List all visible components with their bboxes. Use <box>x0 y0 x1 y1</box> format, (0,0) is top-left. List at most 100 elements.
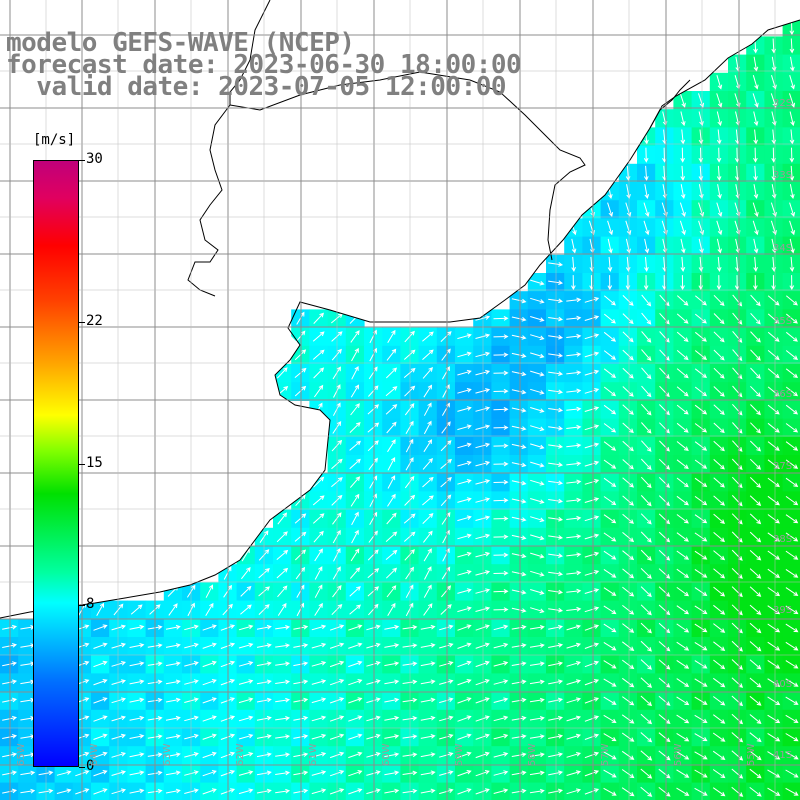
wind-arrow <box>20 788 36 794</box>
wind-arrow <box>713 495 725 506</box>
wind-arrow <box>386 585 397 598</box>
wind-arrow <box>332 366 341 380</box>
wind-arrow <box>493 425 509 430</box>
wind-arrow <box>676 605 690 615</box>
wind-arrow <box>584 660 600 668</box>
wind-arrow <box>530 279 545 286</box>
wind-arrow <box>441 585 452 598</box>
wind-arrow <box>457 406 472 412</box>
wind-arrow <box>384 734 400 739</box>
wind-arrow <box>749 550 762 561</box>
wind-arrow <box>439 733 454 740</box>
wind-arrow <box>785 423 799 433</box>
wind-arrow <box>584 442 600 449</box>
latitude-label: 40S <box>773 679 793 690</box>
wind-arrow <box>713 623 726 633</box>
wind-arrow <box>767 422 780 433</box>
wind-arrow <box>511 607 527 613</box>
wind-arrow <box>676 514 689 524</box>
wind-arrow <box>584 697 600 704</box>
wind-arrow <box>402 734 418 739</box>
wind-arrow <box>640 713 653 725</box>
wind-arrow <box>566 406 582 412</box>
wind-arrow <box>625 275 631 291</box>
wind-arrow <box>405 457 414 471</box>
wind-arrow <box>457 442 472 449</box>
wind-arrow <box>457 588 472 594</box>
wind-arrow <box>658 495 671 507</box>
wind-arrow <box>293 715 309 721</box>
wind-arrow <box>331 348 342 361</box>
wind-arrow <box>202 733 217 740</box>
wind-arrow <box>603 459 617 469</box>
wind-arrow <box>366 697 381 704</box>
wind-arrow <box>350 493 360 507</box>
wind-arrow <box>640 549 652 561</box>
wind-arrow <box>584 642 600 649</box>
wind-arrow <box>680 147 685 163</box>
wind-arrow <box>93 788 108 795</box>
wind-arrow <box>713 604 726 615</box>
wind-arrow <box>475 588 491 594</box>
wind-arrow <box>676 313 689 324</box>
wind-arrow <box>789 202 796 217</box>
wind-arrow <box>566 534 582 539</box>
wind-arrow <box>368 603 379 616</box>
wind-arrow <box>293 679 309 685</box>
wind-arrow <box>785 386 799 397</box>
wind-arrow <box>566 352 582 357</box>
wind-arrow <box>785 495 799 506</box>
wind-arrow <box>384 770 400 776</box>
wind-arrow <box>402 770 418 776</box>
wind-arrow <box>694 769 708 778</box>
wind-arrow <box>584 624 600 631</box>
wind-arrow <box>2 697 18 703</box>
wind-arrow <box>584 297 600 303</box>
wind-arrow <box>621 769 635 779</box>
wind-arrow <box>713 714 726 724</box>
wind-arrow <box>129 697 145 703</box>
wind-arrow <box>129 788 145 794</box>
wind-arrow <box>584 388 600 394</box>
wind-arrow <box>584 424 600 431</box>
wind-arrow <box>511 407 527 413</box>
wind-arrow <box>439 715 454 722</box>
wind-arrow <box>423 548 432 562</box>
wind-arrow <box>314 566 323 580</box>
wind-arrow <box>767 477 780 488</box>
wind-arrow <box>367 422 380 433</box>
wind-arrow <box>607 275 613 291</box>
wind-arrow <box>753 184 759 200</box>
wind-arrow <box>789 75 795 90</box>
wind-arrow <box>457 479 472 485</box>
wind-arrow <box>457 660 472 668</box>
wind-arrow <box>404 475 415 489</box>
wind-arrow <box>566 515 582 521</box>
longitude-label: 55W <box>746 743 757 766</box>
wind-arrow <box>658 750 671 761</box>
latitude-label: 33S <box>773 170 793 181</box>
wind-arrow <box>493 534 509 540</box>
wind-arrow <box>713 404 725 416</box>
wind-arrow <box>676 568 690 579</box>
wind-arrow <box>584 788 600 795</box>
wind-arrow <box>785 696 799 705</box>
wind-arrow <box>694 350 708 360</box>
wind-arrow <box>423 584 432 598</box>
wind-arrow <box>493 697 509 703</box>
wind-arrow <box>348 788 363 795</box>
wind-arrow <box>348 715 363 722</box>
wind-arrow <box>659 422 670 434</box>
wind-arrow <box>511 516 527 522</box>
wind-arrow <box>2 770 18 776</box>
wind-arrow <box>676 714 690 724</box>
wind-arrow <box>622 367 634 379</box>
wind-arrow <box>384 697 400 703</box>
colorbar-tick-mark <box>79 605 85 606</box>
wind-arrow <box>749 641 762 652</box>
wind-arrow <box>511 553 527 559</box>
wind-arrow <box>2 624 18 630</box>
wind-arrow <box>603 532 617 542</box>
wind-arrow <box>712 750 726 761</box>
wind-arrow <box>276 531 288 543</box>
